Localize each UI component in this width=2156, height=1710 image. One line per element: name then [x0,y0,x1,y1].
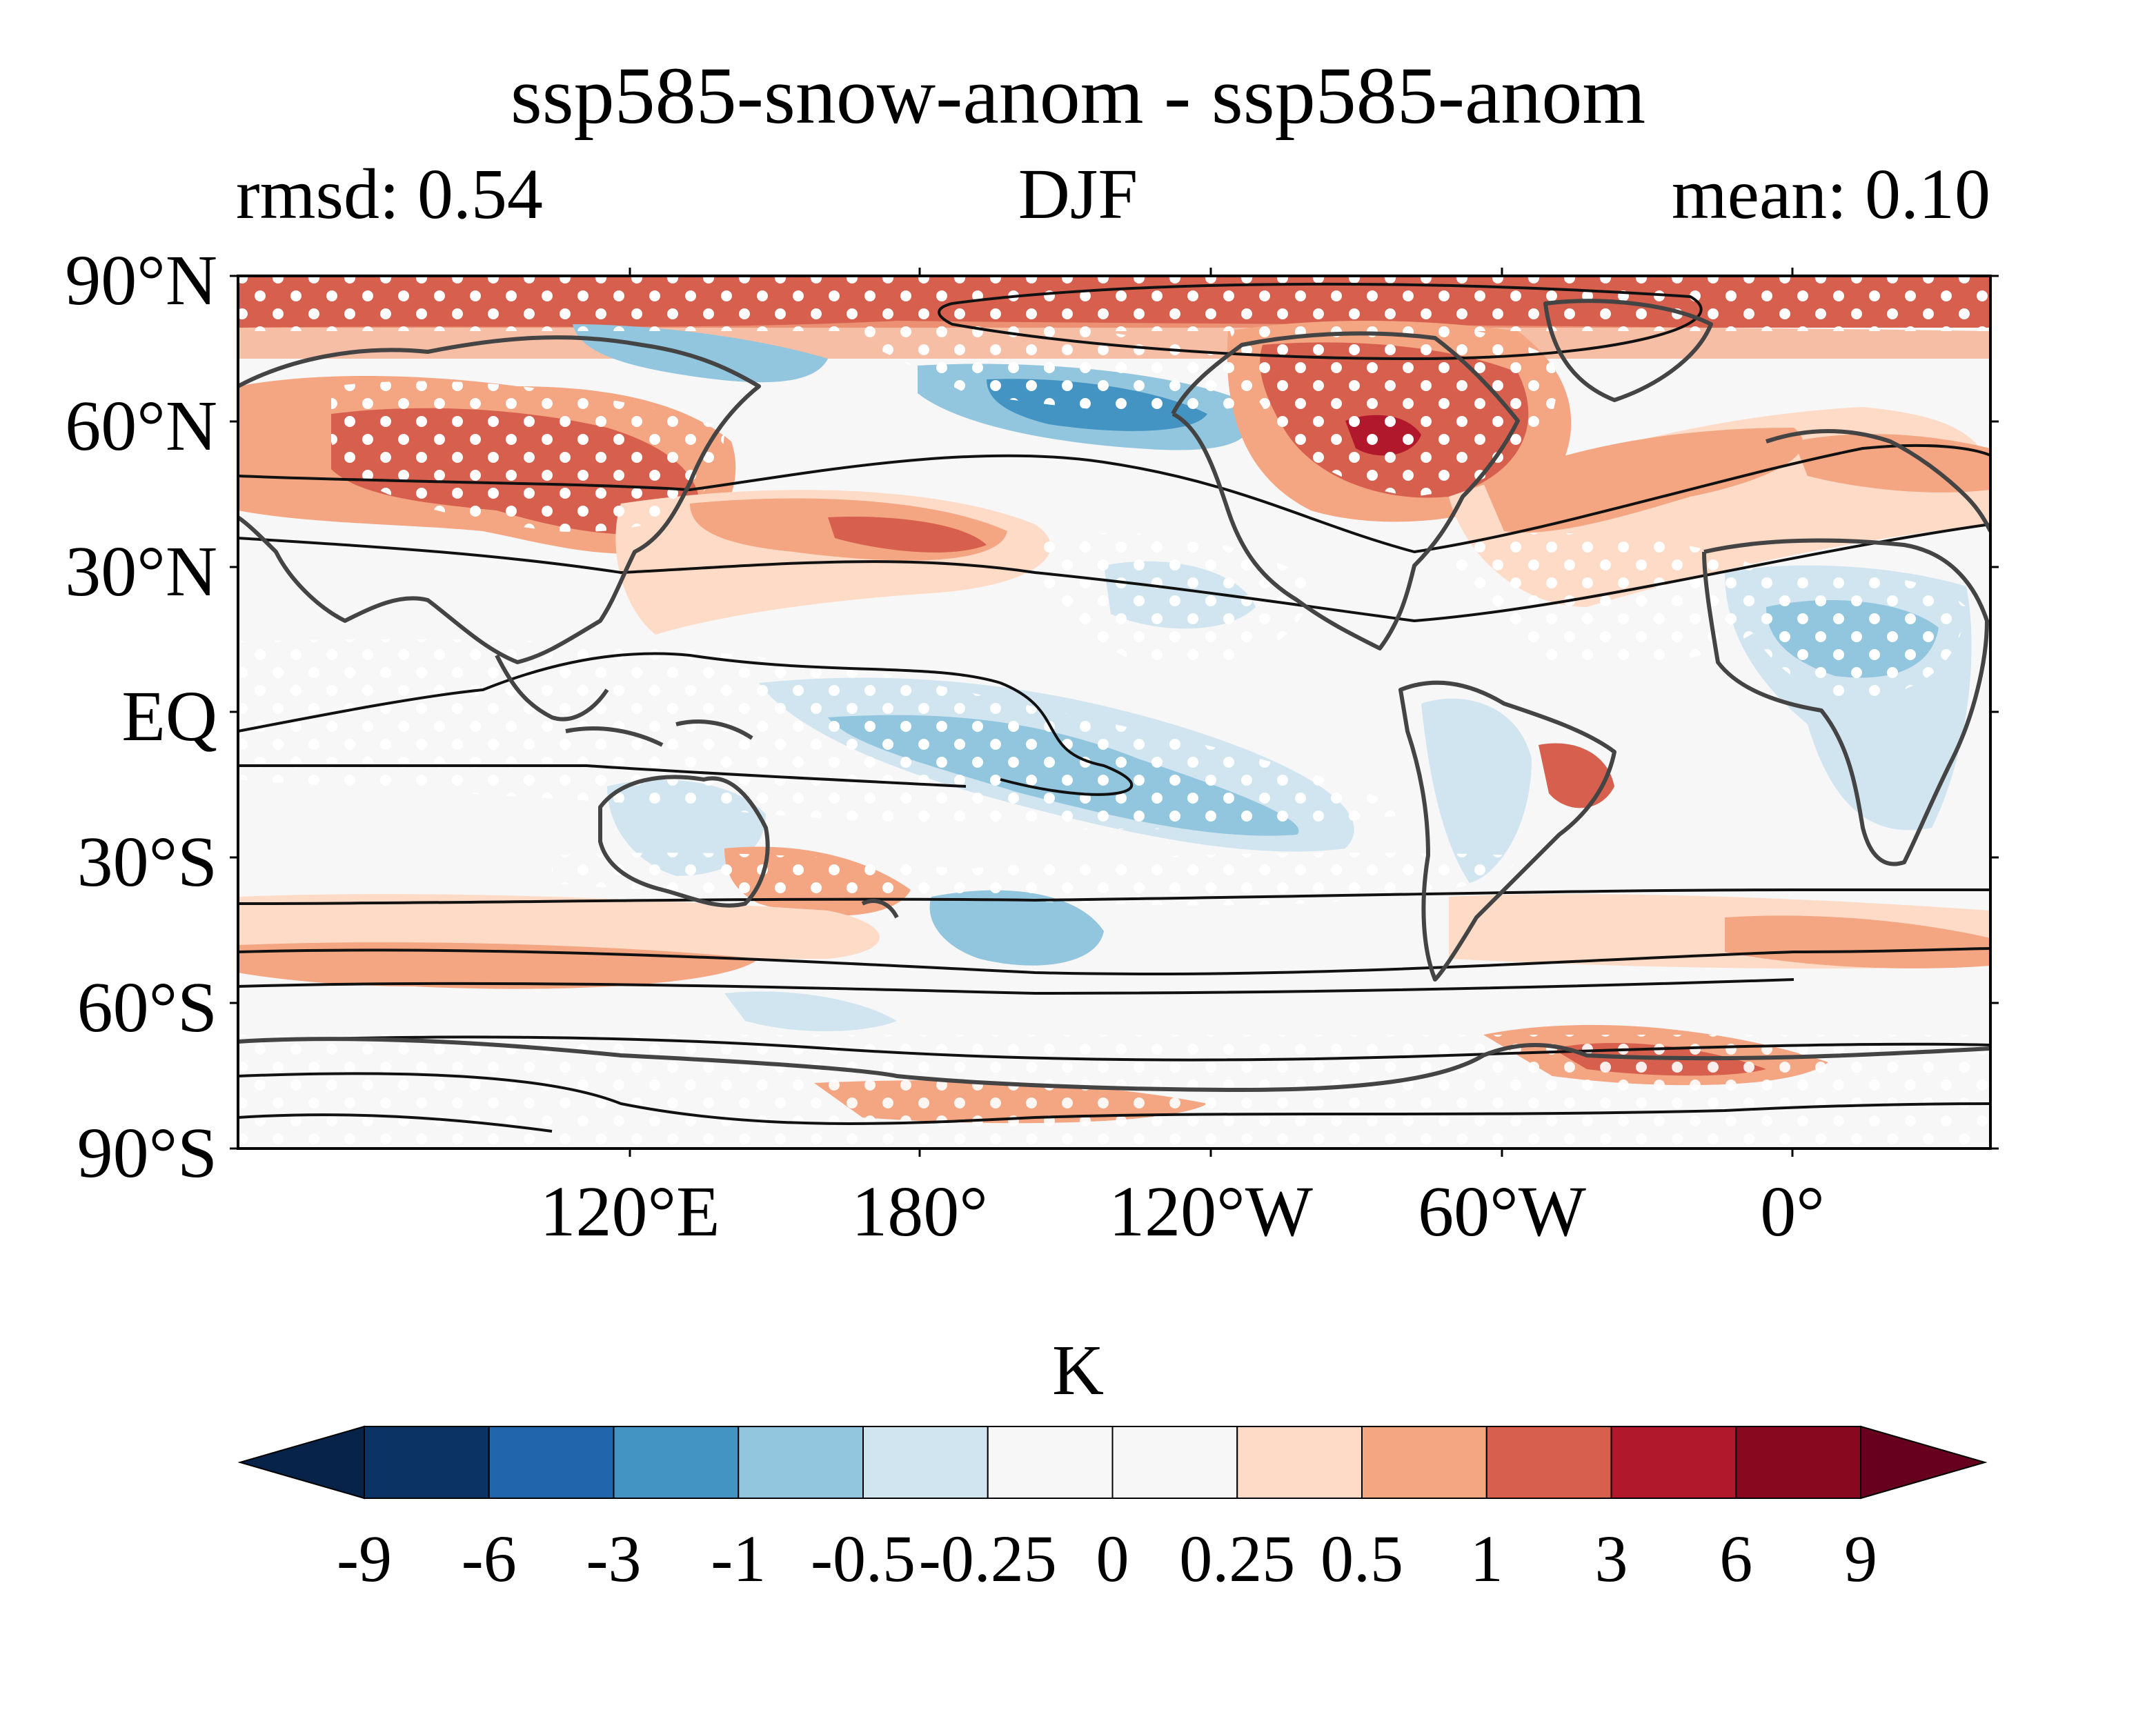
colorbar-tick-label: 0 [1096,1522,1129,1595]
colorbar-segment [1361,1426,1487,1499]
contour-trop-s [238,764,967,788]
lat-label-30s: 30°S [77,822,217,902]
lat-label-30n: 30°N [65,532,217,611]
contour-south-c [238,978,1794,995]
coast-europe [1766,429,1990,533]
lon-label-120w: 120°W [1109,1172,1313,1251]
coast-new-zealand [861,899,899,919]
colorbar-tick-label: -0.25 [919,1522,1057,1595]
contour-antarctic-b [238,1072,1990,1125]
south-pacific-cold [929,890,1104,966]
colorbar-tick-label: 9 [1844,1522,1877,1595]
colorbar-tick-labels: -9 -6 -3 -1 -0.5 -0.25 0 0.25 0.5 1 3 6 9 [337,1522,1877,1595]
coast-africa [1702,538,1989,866]
plot-title: ssp585-snow-anom - ssp585-anom [510,50,1646,141]
stipple-canada [1228,317,1557,497]
stipple-central-pacific [1035,533,1311,666]
colorbar-tick-label: 6 [1719,1522,1752,1595]
colorbar-tick-label: 0.5 [1321,1522,1403,1595]
coast-north-america [1171,331,1520,650]
npacific-warm-core [828,517,987,553]
colorbar-extend-high [1860,1425,1988,1500]
coast-eurasia [238,335,761,664]
europe-warm [1794,434,1990,493]
atlantic-warm-inner [1483,428,1803,533]
colorbar-segment [1111,1426,1238,1499]
stipple-atlantic [1449,533,1794,666]
contour-antarctic-c [238,1113,553,1133]
contour-equator [238,652,1134,796]
colorbar-segment [1236,1426,1363,1499]
lat-label-eq: EQ [121,677,217,756]
contour-north-mid [238,444,1990,554]
stipple-africa [1739,573,1966,698]
colorbar-extend-low [237,1425,365,1500]
colorbar-segment [862,1426,989,1499]
contour-south-a [238,888,1990,905]
contour-north-subtrop [238,523,1990,623]
lat-label-90s: 90°S [77,1113,217,1193]
colorbar-segment [987,1426,1114,1499]
siberia-cold [573,324,828,383]
colorbar-segment [613,1426,740,1499]
coast-antarctica [238,1037,1990,1092]
southern-atlantic-warm-core [1725,915,1990,968]
mean-label: mean: 0.10 [1671,155,1990,234]
south-america-cold [1421,698,1532,883]
stipple-south [552,853,1518,906]
lon-label-180: 180° [851,1172,988,1251]
season-label: DJF [1018,155,1138,234]
colorbar-segment [1610,1426,1737,1499]
lon-label-0: 0° [1760,1172,1825,1251]
contour-arctic [938,282,1703,361]
stipple-eurasia [331,381,724,533]
stipple-npacific [828,322,1276,413]
colorbar-tick-label: -0.5 [811,1522,916,1595]
colorbar-tick-label: -6 [462,1522,517,1595]
colorbar-tick-label: 3 [1595,1522,1628,1595]
stipple-antarctic [238,1035,1990,1149]
coast-indonesia [565,719,753,747]
coast-south-america [1398,680,1616,982]
colorbar-tick-label: -1 [711,1522,766,1595]
colorbar-segment [364,1426,490,1499]
colorbar-tick-label: -9 [337,1522,392,1595]
colorbar-segment [488,1426,615,1499]
stipple-tropics [238,639,1414,830]
contour-antarctic-a [238,1035,1990,1062]
lon-label-60w: 60°W [1418,1172,1586,1251]
lon-label-120e: 120°E [540,1172,720,1251]
lat-label-60s: 60°S [77,968,217,1047]
brazil-warm [1539,743,1614,808]
colorbar-segment [1735,1426,1861,1499]
colorbar-segments [237,1425,1988,1500]
coast-greenland [1543,299,1713,402]
lat-label-60n: 60°N [65,386,217,466]
axis-ticks [230,268,1999,1157]
contour-south-b [238,947,1990,976]
antarctic-coast-cold [724,991,897,1031]
colorbar-tick-label: -3 [586,1522,642,1595]
colorbar-tick-label: 0.25 [1179,1522,1295,1595]
colorbar-segment [738,1426,864,1499]
lat-label-90n: 90°N [65,241,217,320]
colorbar-unit-label: K [1051,1331,1105,1410]
coast-australia [598,775,770,908]
colorbar-segment [1485,1426,1612,1499]
colorbar-tick-label: 1 [1470,1522,1503,1595]
map-field [238,276,1990,1149]
coast-indochina [495,654,609,722]
rmsd-label: rmsd: 0.54 [236,155,543,234]
climatology-contours [238,282,1990,1133]
coastlines [238,299,1990,1092]
